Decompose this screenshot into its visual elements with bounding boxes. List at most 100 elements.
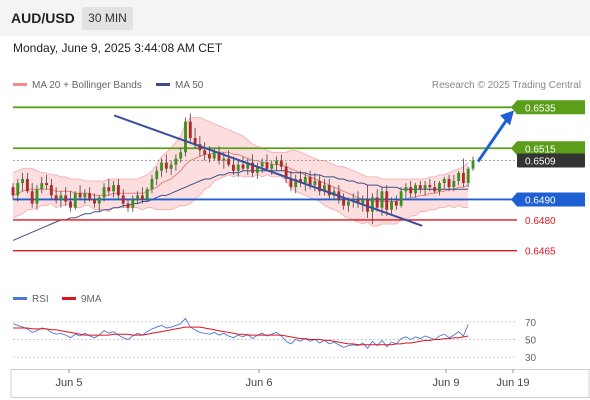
candle-body — [299, 178, 302, 184]
projection-arrow-shaft — [476, 118, 509, 163]
candle-body — [155, 170, 159, 179]
legend-rsi-label: RSI — [32, 294, 49, 305]
candle-body — [116, 185, 120, 196]
bollinger-swatch-icon — [13, 82, 27, 86]
candle-body — [284, 166, 288, 179]
level-label-bg-0-6515 — [511, 141, 585, 156]
candle-body — [164, 162, 168, 169]
candle-body — [217, 152, 221, 161]
candle-body — [270, 164, 274, 169]
candle-body — [203, 150, 207, 155]
candle-body — [184, 121, 187, 153]
candle-body — [452, 181, 456, 188]
candle-body — [121, 195, 125, 204]
candle-body — [251, 162, 255, 173]
candle-body — [323, 185, 326, 192]
candle-body — [64, 195, 68, 202]
candle-body — [78, 193, 82, 198]
candle-body — [107, 187, 111, 192]
rsi-ma-line — [13, 326, 469, 346]
legend-rsi: RSI — [13, 294, 49, 305]
candle-body — [222, 158, 226, 161]
bollinger-lower-line — [12, 174, 469, 227]
candle-body — [265, 162, 269, 169]
candle-body — [25, 178, 29, 192]
candle-body — [88, 193, 92, 200]
candle-body — [193, 138, 197, 145]
candle-body — [255, 166, 259, 173]
bollinger-upper-line — [12, 117, 469, 182]
x-tick-label: Jun 6 — [246, 377, 273, 389]
candle-body — [49, 185, 53, 196]
candle-body — [241, 164, 245, 169]
level-label-0-6465: 0.6465 — [525, 247, 556, 258]
rsi-ma-swatch-icon — [62, 296, 76, 300]
candle-body — [289, 178, 293, 188]
candle-body — [418, 185, 422, 190]
candle-body — [145, 189, 149, 200]
ma50-swatch-icon — [156, 82, 170, 86]
top-bar: AUD/USD 30 MIN — [0, 0, 590, 36]
level-label-0-6490: 0.6490 — [525, 195, 556, 206]
candle-body — [466, 168, 470, 184]
candle-body — [423, 185, 427, 190]
candle-body — [380, 191, 384, 208]
trendline — [113, 114, 423, 227]
candle-body — [16, 183, 20, 196]
candle-body — [356, 199, 360, 204]
candle-body — [428, 185, 432, 188]
level-label-bg-0-6490 — [511, 192, 585, 207]
candle-body — [409, 187, 413, 194]
x-tick-label: Jun 9 — [433, 377, 460, 389]
candle-body — [471, 160, 475, 169]
candle-body — [375, 197, 379, 208]
last-price-label-bg — [517, 153, 585, 168]
candle-body — [342, 199, 346, 206]
rsi-tick-label-50: 50 — [525, 336, 537, 347]
candle-body — [212, 152, 216, 159]
candle-body — [414, 185, 417, 194]
candle-body — [188, 121, 192, 139]
level-label-0-6515: 0.6515 — [525, 144, 556, 155]
candle-body — [231, 164, 235, 171]
legend-rsi-ma: 9MA — [62, 294, 102, 305]
rsi-tick-label-70: 70 — [525, 318, 537, 329]
x-tick-label: Jun 5 — [56, 377, 83, 389]
candle-body — [260, 162, 264, 167]
candle-body — [461, 172, 465, 184]
candle-body — [140, 195, 144, 200]
candle-body — [433, 187, 437, 192]
projection-arrow-head-icon — [500, 110, 514, 126]
candle-body — [169, 164, 173, 169]
candle-body — [11, 187, 15, 196]
legend-bollinger: MA 20 + Bollinger Bands — [13, 80, 142, 91]
legend-rsi-ma-label: 9MA — [81, 294, 102, 305]
candle-body — [442, 178, 446, 184]
level-label-bg-0-6535 — [511, 100, 585, 115]
timeframe-badge[interactable]: 30 MIN — [82, 7, 133, 30]
candle-body — [279, 160, 283, 167]
candle-body — [150, 178, 154, 190]
candle-body — [236, 164, 240, 171]
candle-body — [390, 201, 393, 210]
x-axis-line — [11, 369, 590, 370]
candle-body — [93, 199, 96, 204]
candle-body — [69, 201, 72, 208]
candle-body — [179, 152, 183, 159]
candle-body — [447, 178, 451, 188]
x-tick-label: Jun 19 — [496, 377, 529, 389]
candle-body — [385, 191, 389, 210]
legend-bollinger-label: MA 20 + Bollinger Bands — [32, 80, 142, 91]
instrument-title: AUD/USD — [11, 10, 75, 26]
candle-body — [30, 191, 34, 204]
candle-body — [112, 185, 116, 192]
candle-body — [45, 183, 48, 186]
candle-body — [313, 181, 317, 186]
legend-ma50: MA 50 — [156, 80, 203, 91]
rsi-tick-label-30: 30 — [525, 353, 537, 364]
candle-body — [73, 193, 77, 208]
candle-body — [346, 201, 350, 206]
candle-body — [83, 193, 87, 198]
ma50-line — [12, 170, 469, 241]
